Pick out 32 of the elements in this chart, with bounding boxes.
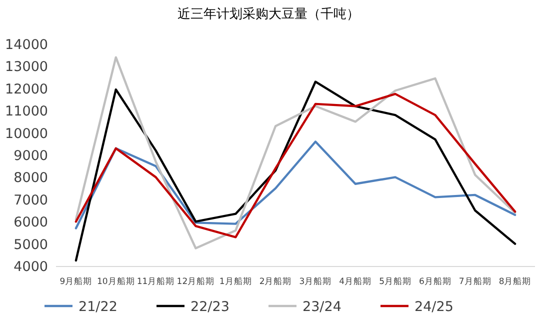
chart-title: 近三年计划采购大豆量（千吨） bbox=[178, 7, 360, 22]
y-tick-label: 5000 bbox=[14, 236, 48, 253]
line-series bbox=[74, 92, 516, 238]
x-tick-label: 7月船期 bbox=[458, 276, 492, 287]
legend-label: 23/24 bbox=[302, 299, 342, 315]
x-tick-label: 10月船期 bbox=[96, 276, 135, 287]
line-series bbox=[74, 140, 516, 230]
x-tick-label: 4月船期 bbox=[339, 276, 372, 287]
x-tick-label: 1月船期 bbox=[219, 276, 252, 287]
x-tick-label: 2月船期 bbox=[259, 276, 292, 287]
x-tick-label: 6月船期 bbox=[418, 276, 452, 287]
x-tick-label: 5月船期 bbox=[379, 276, 412, 287]
legend-label: 24/25 bbox=[414, 299, 454, 315]
y-tick-label: 4000 bbox=[14, 259, 48, 275]
x-tick-label: 11月船期 bbox=[136, 276, 175, 287]
x-tick-label: 3月船期 bbox=[299, 276, 332, 287]
y-tick-label: 13000 bbox=[5, 59, 48, 76]
y-tick-label: 11000 bbox=[5, 104, 48, 120]
y-tick-label: 7000 bbox=[14, 192, 48, 208]
x-tick-label: 8月船期 bbox=[498, 276, 532, 287]
y-tick-label: 6000 bbox=[14, 214, 48, 231]
legend-label: 22/23 bbox=[190, 299, 230, 315]
legend-label: 21/22 bbox=[78, 299, 118, 315]
y-tick-label: 10000 bbox=[5, 126, 48, 142]
x-tick-label: 12月船期 bbox=[176, 276, 215, 287]
y-tick-label: 9000 bbox=[14, 148, 48, 164]
x-tick-label: 9月船期 bbox=[60, 276, 92, 287]
y-tick-label: 8000 bbox=[14, 170, 48, 186]
line-series bbox=[74, 80, 516, 262]
y-tick-label: 12000 bbox=[5, 81, 48, 98]
line-series bbox=[74, 56, 516, 250]
y-tick-label: 14000 bbox=[5, 37, 48, 53]
